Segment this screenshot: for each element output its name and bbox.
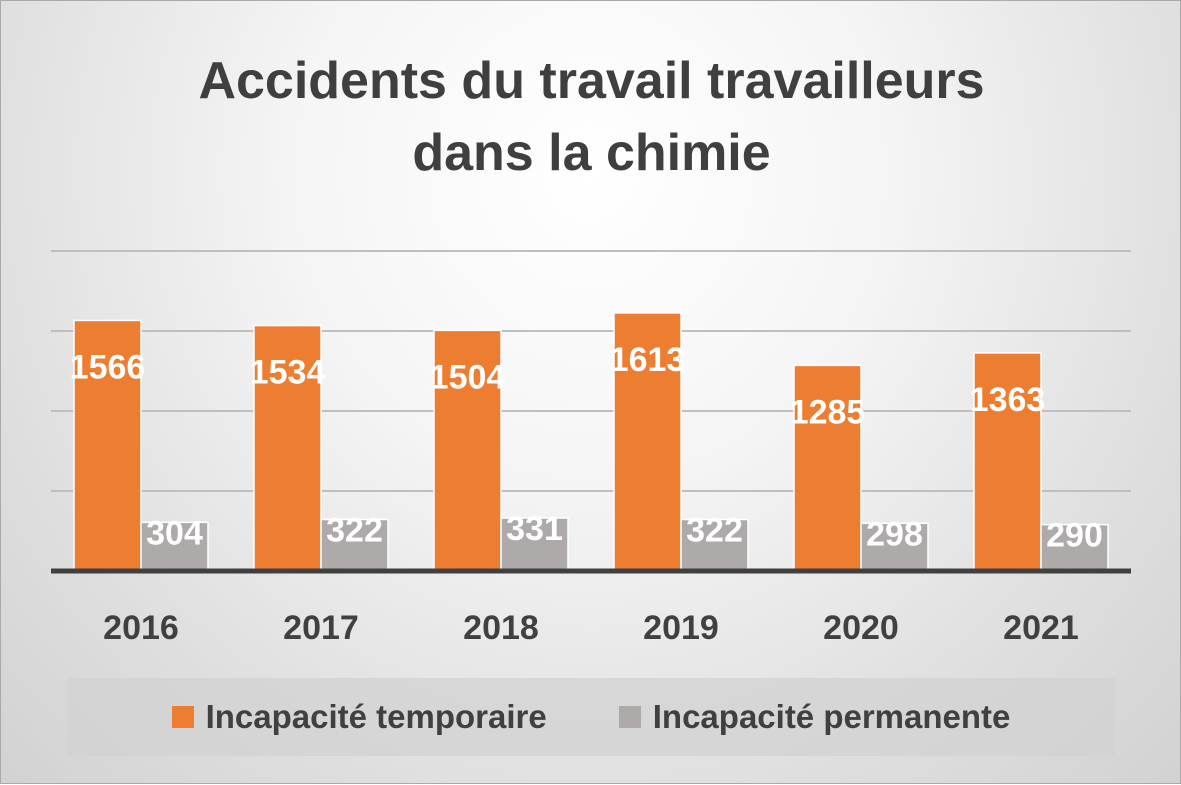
data-label-temporaire-2018: 1504 bbox=[430, 358, 506, 396]
data-label-permanente-2020: 298 bbox=[866, 515, 923, 553]
data-label-temporaire-2020: 1285 bbox=[790, 393, 866, 431]
data-label-permanente-2019: 322 bbox=[686, 511, 743, 549]
data-label-temporaire-2016: 1566 bbox=[70, 348, 146, 386]
data-label-temporaire-2021: 1363 bbox=[970, 381, 1046, 419]
chart-title-line-1: Accidents du travail travailleurs bbox=[198, 52, 985, 110]
bar-temporaire-2016 bbox=[73, 319, 142, 572]
bar-permanente-2021 bbox=[1040, 523, 1109, 572]
bar-permanente-2020 bbox=[860, 522, 929, 572]
x-tick-label-2017: 2017 bbox=[283, 609, 359, 647]
legend-swatch-permanente bbox=[618, 706, 641, 728]
chart-title: Accidents du travail travailleurs dans l… bbox=[1, 45, 1181, 189]
x-tick-label-2016: 2016 bbox=[103, 609, 179, 647]
x-tick-label-2019: 2019 bbox=[643, 609, 719, 647]
bar-temporaire-2021 bbox=[973, 352, 1042, 572]
bar-permanente-2018 bbox=[500, 517, 569, 572]
data-label-permanente-2021: 290 bbox=[1046, 517, 1103, 555]
x-tick-label-2018: 2018 bbox=[463, 609, 539, 647]
x-tick-label-2021: 2021 bbox=[1003, 609, 1079, 647]
data-label-permanente-2018: 331 bbox=[506, 510, 563, 548]
data-label-permanente-2016: 304 bbox=[146, 514, 203, 552]
data-label-permanente-2017: 322 bbox=[326, 511, 383, 549]
bar-temporaire-2019 bbox=[613, 312, 682, 572]
legend-swatch-temporaire bbox=[171, 706, 194, 728]
legend-label-permanente: Incapacité permanente bbox=[652, 698, 1011, 735]
chart-title-line-2: dans la chimie bbox=[412, 124, 771, 182]
bar-temporaire-2020 bbox=[793, 364, 862, 572]
legend-item-temporaire: Incapacité temporaire bbox=[171, 698, 547, 736]
bar-permanente-2017 bbox=[320, 518, 389, 572]
bar-temporaire-2018 bbox=[433, 329, 502, 572]
data-label-temporaire-2017: 1534 bbox=[250, 354, 326, 392]
legend-item-permanente: Incapacité permanente bbox=[618, 698, 1011, 736]
data-label-temporaire-2019: 1613 bbox=[610, 341, 686, 379]
chart-legend: Incapacité temporaire Incapacité permane… bbox=[67, 678, 1115, 756]
legend-label-temporaire: Incapacité temporaire bbox=[205, 698, 547, 735]
x-tick-label-2020: 2020 bbox=[823, 609, 899, 647]
bar-permanente-2016 bbox=[140, 521, 209, 572]
